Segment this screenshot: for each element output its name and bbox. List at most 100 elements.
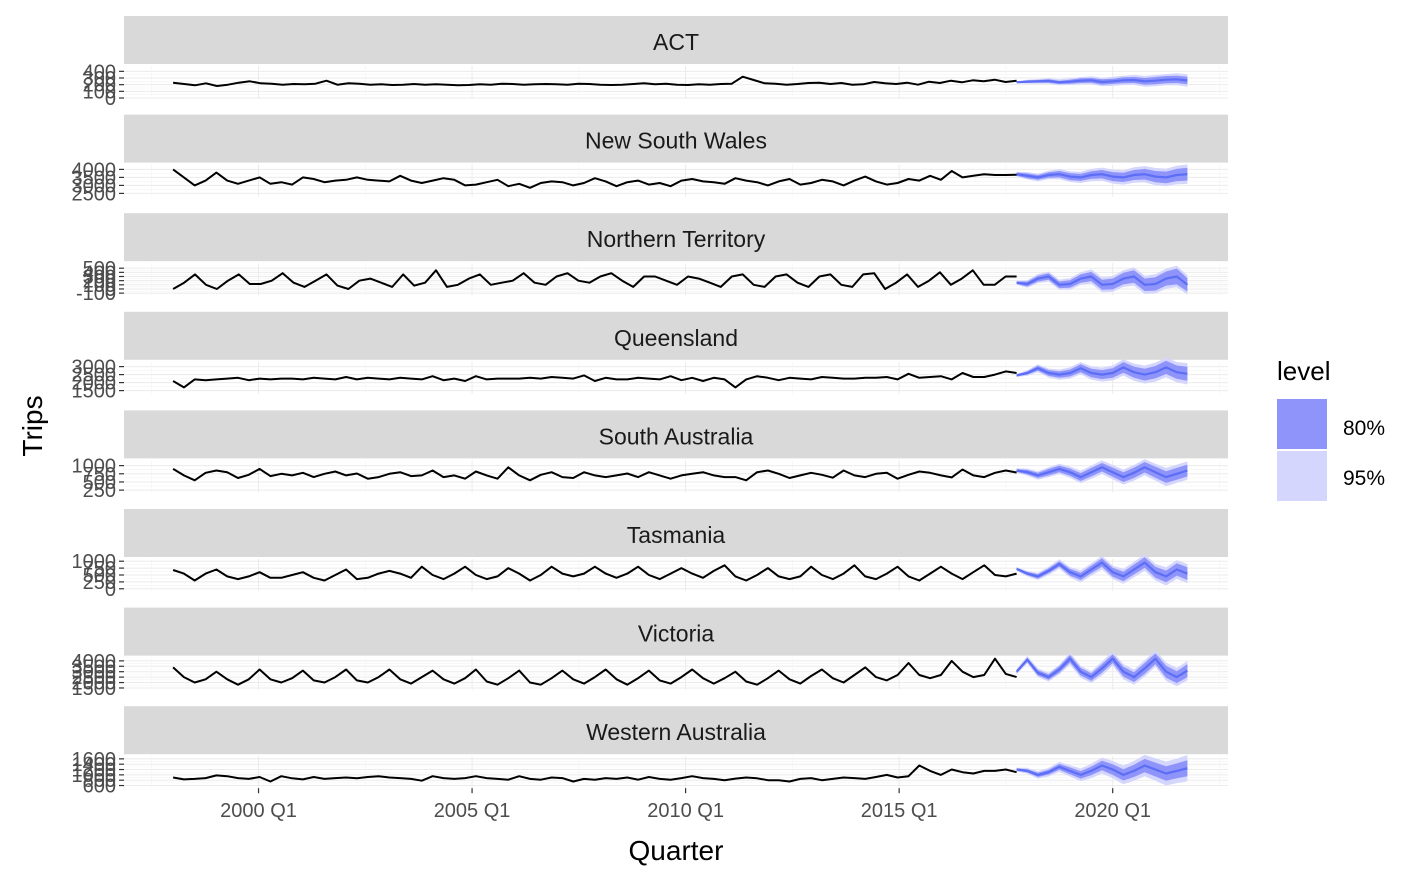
facet-strip	[124, 311, 1228, 360]
y-tick-label: 800	[83, 770, 116, 792]
forecast-band-80	[1016, 360, 1188, 381]
y-tick-label: 1500	[72, 678, 117, 700]
legend: level 80% 95%	[1277, 356, 1385, 501]
legend-key-95	[1277, 451, 1327, 501]
facet-strip-label: Queensland	[614, 325, 738, 351]
y-tick-label: 300	[83, 68, 116, 90]
y-tick-label: -100	[76, 283, 116, 305]
facet-strip	[124, 114, 1228, 163]
x-tick-label: 2015 Q1	[861, 800, 938, 822]
y-tick-label: 3500	[72, 167, 117, 189]
x-tick-label: 2005 Q1	[434, 800, 511, 822]
observed-line	[172, 764, 1017, 783]
y-tick-label: 0	[105, 88, 116, 110]
x-axis-title: Quarter	[629, 835, 724, 866]
y-tick-label: 0	[105, 279, 116, 301]
y-tick-label: 2500	[72, 667, 117, 689]
y-tick-label: 300	[83, 266, 116, 288]
x-axis: 2000 Q1 2005 Q1 2010 Q1 2015 Q1 2020 Q1	[220, 788, 1151, 822]
forecast-line	[1016, 173, 1188, 179]
y-tick-label: 1500	[72, 381, 117, 403]
observed-line	[172, 466, 1017, 482]
y-tick-label: 600	[83, 776, 116, 798]
y-tick-label: 250	[83, 480, 116, 502]
observed-line	[172, 269, 1017, 290]
facet-strip-label: Northern Territory	[587, 226, 766, 252]
y-tick-label: 500	[83, 258, 116, 280]
y-tick-label: 4000	[72, 651, 117, 673]
y-tick-label: 0	[105, 579, 116, 601]
forecast-line	[1016, 466, 1188, 479]
y-tick-label: 500	[83, 565, 116, 587]
y-tick-label: 2500	[72, 183, 117, 205]
legend-title: level	[1277, 356, 1330, 386]
legend-label-80: 80%	[1343, 417, 1385, 440]
y-tick-label: 4000	[72, 159, 117, 181]
y-tick-label: 3000	[72, 662, 117, 684]
y-axis-title: Trips	[17, 395, 48, 456]
facet-strip	[124, 410, 1228, 459]
y-tick-label: 1200	[72, 760, 117, 782]
facet-strip-label: Tasmania	[627, 522, 726, 548]
y-tick-label: 400	[83, 61, 116, 83]
observed-line	[172, 168, 1017, 189]
facet-strip	[124, 607, 1228, 656]
facet-strip	[124, 16, 1228, 64]
legend-key-80	[1277, 399, 1327, 449]
y-tick-label: 2000	[72, 673, 117, 695]
y-tick-label: 100	[83, 81, 116, 103]
facet-strip-label: Western Australia	[586, 719, 766, 745]
forecast-line	[1016, 78, 1188, 84]
y-tick-label: 500	[83, 472, 116, 494]
y-tick-label: 400	[83, 262, 116, 284]
facet-strip-label: ACT	[653, 29, 699, 55]
facet-strip	[124, 706, 1228, 755]
y-tick-label: 200	[83, 75, 116, 97]
forecast-band-80	[1016, 167, 1188, 184]
y-tick-label: 2000	[72, 373, 117, 395]
y-tick-label: 1400	[72, 754, 117, 776]
forecast-line	[1016, 366, 1188, 377]
observed-line	[172, 370, 1017, 389]
y-tick-label: 3000	[72, 357, 117, 379]
y-tick-label: 200	[83, 271, 116, 293]
facet-strip	[124, 509, 1228, 557]
facet-strip	[124, 213, 1228, 262]
y-tick-label: 1000	[72, 551, 117, 573]
y-tick-label: 1000	[72, 456, 117, 478]
y-tick-label: 1600	[72, 749, 117, 771]
x-tick-label: 2010 Q1	[647, 800, 724, 822]
y-tick-label: 250	[83, 572, 116, 594]
x-tick-label: 2000 Q1	[220, 800, 297, 822]
forecast-line	[1015, 657, 1188, 679]
observed-line	[172, 75, 1017, 87]
legend-label-95: 95%	[1343, 467, 1385, 490]
observed-line	[172, 564, 1017, 582]
facet-strip-label: Victoria	[638, 621, 714, 647]
y-tick-label: 3500	[72, 656, 117, 678]
y-tick-label: 1000	[72, 765, 117, 787]
forecast-band-80	[1016, 758, 1188, 781]
forecast-line	[1016, 275, 1189, 286]
facet-plot-area	[124, 164, 1228, 197]
observed-line	[172, 657, 1017, 686]
forecast-line	[1016, 764, 1188, 777]
y-tick-label: 750	[83, 464, 116, 486]
facet-strip-label: New South Wales	[585, 128, 767, 154]
forecast-line	[1016, 561, 1188, 578]
x-tick-label: 2020 Q1	[1074, 800, 1151, 822]
y-tick-label: 2500	[72, 365, 117, 387]
facet-strip-label: South Australia	[599, 423, 754, 449]
y-tick-label: 100	[83, 275, 116, 297]
y-tick-label: 750	[83, 558, 116, 580]
